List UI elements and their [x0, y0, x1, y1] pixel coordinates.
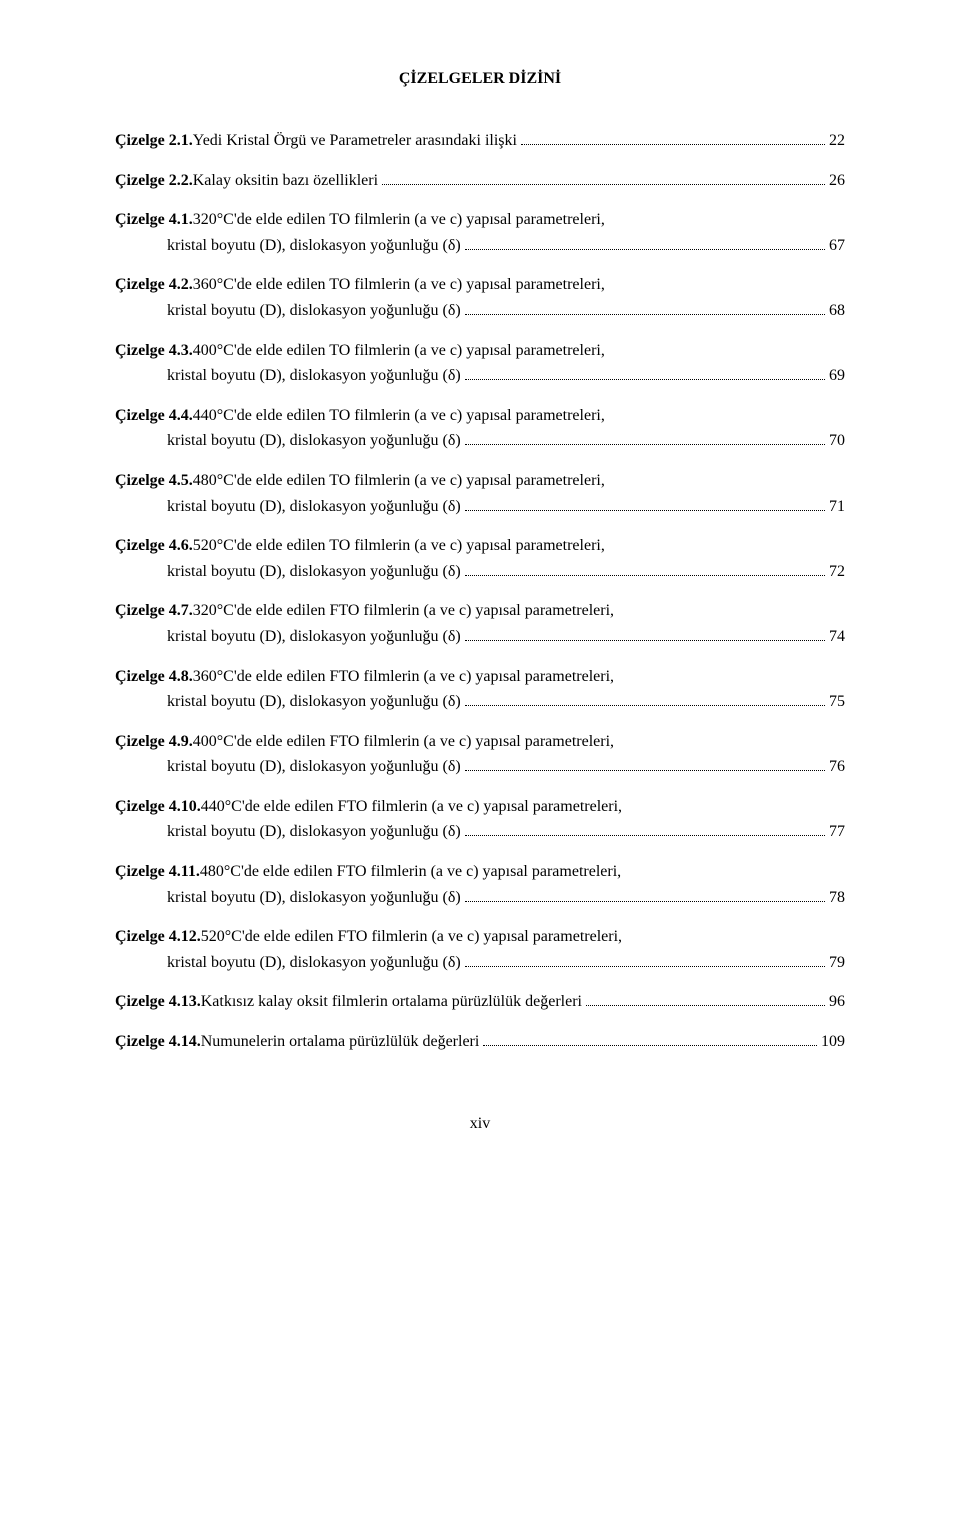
toc-leader-dots	[483, 1032, 817, 1046]
page-title: ÇİZELGELER DİZİNİ	[115, 70, 845, 88]
toc-entry-label: Çizelge 4.1.	[115, 207, 193, 233]
toc-leader-dots	[465, 757, 825, 771]
toc-entry-text: 320°C'de elde edilen TO filmlerin (a ve …	[193, 207, 605, 233]
toc-entry-page: 78	[829, 885, 845, 911]
toc-entry: Çizelge 4.1. 320°C'de elde edilen TO fil…	[115, 207, 845, 258]
toc-entry-text: Katkısız kalay oksit filmlerin ortalama …	[201, 989, 582, 1015]
toc-entry: Çizelge 4.14. Numunelerin ortalama pürüz…	[115, 1029, 845, 1055]
toc-entry-text: kristal boyutu (D), dislokasyon yoğunluğ…	[167, 885, 461, 911]
toc-entry-label: Çizelge 4.4.	[115, 403, 193, 429]
toc-entry-text: kristal boyutu (D), dislokasyon yoğunluğ…	[167, 298, 461, 324]
toc-entry-text: Yedi Kristal Örgü ve Parametreler arasın…	[193, 128, 517, 154]
toc-entry: Çizelge 4.10. 440°C'de elde edilen FTO f…	[115, 794, 845, 845]
toc-entry-text: kristal boyutu (D), dislokasyon yoğunluğ…	[167, 559, 461, 585]
toc-entry-text: kristal boyutu (D), dislokasyon yoğunluğ…	[167, 754, 461, 780]
toc-entry-label: Çizelge 2.2.	[115, 168, 193, 194]
toc-entry-text: 440°C'de elde edilen TO filmlerin (a ve …	[193, 403, 605, 429]
toc-entry-text: kristal boyutu (D), dislokasyon yoğunluğ…	[167, 624, 461, 650]
toc-entry-label: Çizelge 4.5.	[115, 468, 193, 494]
toc-entry-page: 70	[829, 428, 845, 454]
toc-entry-text: kristal boyutu (D), dislokasyon yoğunluğ…	[167, 233, 461, 259]
toc-leader-dots	[465, 561, 825, 575]
toc-entry: Çizelge 4.5. 480°C'de elde edilen TO fil…	[115, 468, 845, 519]
toc-entry-text: kristal boyutu (D), dislokasyon yoğunluğ…	[167, 494, 461, 520]
toc-entry-label: Çizelge 4.7.	[115, 598, 193, 624]
toc-leader-dots	[465, 887, 825, 901]
table-of-figures: Çizelge 2.1. Yedi Kristal Örgü ve Parame…	[115, 128, 845, 1055]
toc-entry: Çizelge 4.4. 440°C'de elde edilen TO fil…	[115, 403, 845, 454]
toc-entry: Çizelge 4.12. 520°C'de elde edilen FTO f…	[115, 924, 845, 975]
toc-leader-dots	[465, 822, 825, 836]
toc-entry-page: 77	[829, 819, 845, 845]
toc-entry-label: Çizelge 4.8.	[115, 664, 193, 690]
toc-leader-dots	[586, 992, 825, 1006]
toc-entry-text: 480°C'de elde edilen FTO filmlerin (a ve…	[200, 859, 621, 885]
toc-entry: Çizelge 4.11. 480°C'de elde edilen FTO f…	[115, 859, 845, 910]
toc-entry-text: Kalay oksitin bazı özellikleri	[193, 168, 378, 194]
toc-entry-text: 400°C'de elde edilen FTO filmlerin (a ve…	[193, 729, 614, 755]
toc-entry-label: Çizelge 2.1.	[115, 128, 193, 154]
toc-entry-text: 320°C'de elde edilen FTO filmlerin (a ve…	[193, 598, 614, 624]
toc-entry-page: 67	[829, 233, 845, 259]
toc-entry-label: Çizelge 4.14.	[115, 1029, 201, 1055]
toc-leader-dots	[465, 366, 825, 380]
toc-entry-text: kristal boyutu (D), dislokasyon yoğunluğ…	[167, 819, 461, 845]
toc-leader-dots	[465, 301, 825, 315]
toc-entry: Çizelge 4.3. 400°C'de elde edilen TO fil…	[115, 338, 845, 389]
toc-entry-text: 400°C'de elde edilen TO filmlerin (a ve …	[193, 338, 605, 364]
toc-entry: Çizelge 4.13. Katkısız kalay oksit filml…	[115, 989, 845, 1015]
toc-leader-dots	[465, 952, 825, 966]
toc-entry-page: 96	[829, 989, 845, 1015]
toc-entry-label: Çizelge 4.12.	[115, 924, 201, 950]
toc-entry: Çizelge 4.9. 400°C'de elde edilen FTO fi…	[115, 729, 845, 780]
toc-entry-text: kristal boyutu (D), dislokasyon yoğunluğ…	[167, 689, 461, 715]
toc-entry-page: 72	[829, 559, 845, 585]
toc-entry-label: Çizelge 4.3.	[115, 338, 193, 364]
toc-entry-text: Numunelerin ortalama pürüzlülük değerler…	[201, 1029, 480, 1055]
toc-entry-page: 74	[829, 624, 845, 650]
toc-entry-text: kristal boyutu (D), dislokasyon yoğunluğ…	[167, 363, 461, 389]
toc-leader-dots	[465, 431, 825, 445]
toc-entry-text: 520°C'de elde edilen TO filmlerin (a ve …	[193, 533, 605, 559]
toc-entry: Çizelge 4.8. 360°C'de elde edilen FTO fi…	[115, 664, 845, 715]
page-number-footer: xiv	[115, 1115, 845, 1133]
toc-entry-text: 360°C'de elde edilen FTO filmlerin (a ve…	[193, 664, 614, 690]
toc-entry-page: 22	[829, 128, 845, 154]
toc-entry-text: 480°C'de elde edilen TO filmlerin (a ve …	[193, 468, 605, 494]
toc-entry-text: 360°C'de elde edilen TO filmlerin (a ve …	[193, 272, 605, 298]
toc-entry-page: 75	[829, 689, 845, 715]
toc-entry-text: kristal boyutu (D), dislokasyon yoğunluğ…	[167, 950, 461, 976]
toc-entry-page: 69	[829, 363, 845, 389]
toc-entry-page: 68	[829, 298, 845, 324]
toc-entry-label: Çizelge 4.10.	[115, 794, 201, 820]
toc-leader-dots	[465, 235, 825, 249]
toc-leader-dots	[465, 692, 825, 706]
toc-entry-text: kristal boyutu (D), dislokasyon yoğunluğ…	[167, 428, 461, 454]
toc-entry: Çizelge 4.2. 360°C'de elde edilen TO fil…	[115, 272, 845, 323]
toc-entry-page: 109	[821, 1029, 845, 1055]
toc-entry-page: 26	[829, 168, 845, 194]
toc-entry-label: Çizelge 4.2.	[115, 272, 193, 298]
toc-leader-dots	[465, 496, 825, 510]
toc-entry: Çizelge 2.2. Kalay oksitin bazı özellikl…	[115, 168, 845, 194]
toc-leader-dots	[521, 131, 825, 145]
toc-entry-page: 71	[829, 494, 845, 520]
toc-entry-label: Çizelge 4.6.	[115, 533, 193, 559]
toc-leader-dots	[465, 627, 825, 641]
toc-entry: Çizelge 2.1. Yedi Kristal Örgü ve Parame…	[115, 128, 845, 154]
toc-entry-page: 79	[829, 950, 845, 976]
toc-entry-label: Çizelge 4.9.	[115, 729, 193, 755]
toc-entry-text: 520°C'de elde edilen FTO filmlerin (a ve…	[201, 924, 622, 950]
toc-entry: Çizelge 4.7. 320°C'de elde edilen FTO fi…	[115, 598, 845, 649]
toc-entry: Çizelge 4.6. 520°C'de elde edilen TO fil…	[115, 533, 845, 584]
toc-entry-label: Çizelge 4.11.	[115, 859, 200, 885]
toc-entry-label: Çizelge 4.13.	[115, 989, 201, 1015]
toc-entry-text: 440°C'de elde edilen FTO filmlerin (a ve…	[201, 794, 622, 820]
toc-leader-dots	[382, 170, 825, 184]
toc-entry-page: 76	[829, 754, 845, 780]
